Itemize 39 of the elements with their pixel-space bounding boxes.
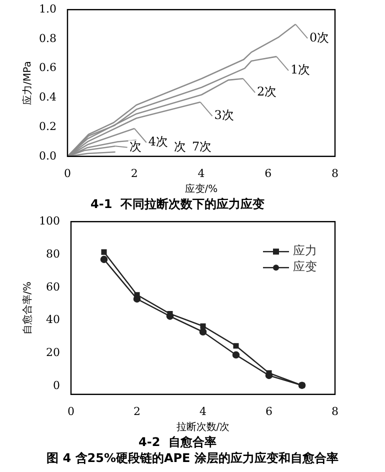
legend-label: 应力 bbox=[293, 244, 317, 258]
y-tick-label: 0 bbox=[52, 379, 60, 392]
x-tick-label: 0 bbox=[67, 404, 74, 418]
text: 7次 bbox=[192, 140, 212, 154]
y-tick-label: 1.0 bbox=[38, 2, 56, 16]
y-tick-label: 60 bbox=[46, 280, 60, 294]
x-tick-label: 6 bbox=[264, 166, 272, 180]
x-tick-label: 8 bbox=[332, 404, 338, 418]
y-tick-label: 80 bbox=[46, 247, 60, 260]
legend-label: 2次 bbox=[257, 84, 277, 99]
text: 4-2 自愈合率 bbox=[138, 434, 217, 449]
legend-label: 3次 bbox=[214, 108, 234, 122]
y-tick-label: 20 bbox=[46, 346, 60, 360]
x-tick-label: 8 bbox=[332, 166, 338, 180]
x-tick-label: 0 bbox=[64, 166, 71, 180]
y-tick-label: 100 bbox=[38, 214, 60, 228]
text: 次 bbox=[174, 140, 186, 154]
y-axis-title: 应力/MPa bbox=[22, 61, 34, 105]
legend-label: 应变 bbox=[293, 260, 317, 274]
legend-label: 4次 bbox=[148, 134, 168, 149]
y-tick-label: 0.0 bbox=[38, 149, 56, 162]
caption: 图 4 含25%硬段链的APE 涂层的应力应变和自愈合率 bbox=[46, 450, 340, 467]
x-tick-label: 4 bbox=[200, 404, 206, 418]
legend-label: 次 bbox=[129, 140, 142, 154]
y-tick-label: 0.6 bbox=[38, 61, 56, 74]
x-tick-label: 2 bbox=[130, 166, 138, 180]
legend-label: 1次 bbox=[290, 62, 310, 77]
x-tick-label: 6 bbox=[266, 404, 272, 418]
x-axis-title: 应变/% bbox=[184, 183, 218, 196]
text: 4-1 不同拉断次数下的应力应变 bbox=[90, 196, 265, 211]
y-tick-label: 40 bbox=[46, 313, 60, 326]
y-axis-title: 自愈合率/% bbox=[22, 282, 34, 334]
y-tick-label: 0.2 bbox=[38, 120, 56, 133]
y-tick-label: 0.4 bbox=[38, 90, 56, 104]
x-axis-title: 拉断次数/次 bbox=[176, 421, 230, 434]
x-tick-label: 2 bbox=[133, 404, 140, 418]
x-tick-label: 4 bbox=[198, 166, 205, 180]
legend-label: 0次 bbox=[310, 30, 330, 44]
y-tick-label: 0.8 bbox=[38, 32, 56, 45]
